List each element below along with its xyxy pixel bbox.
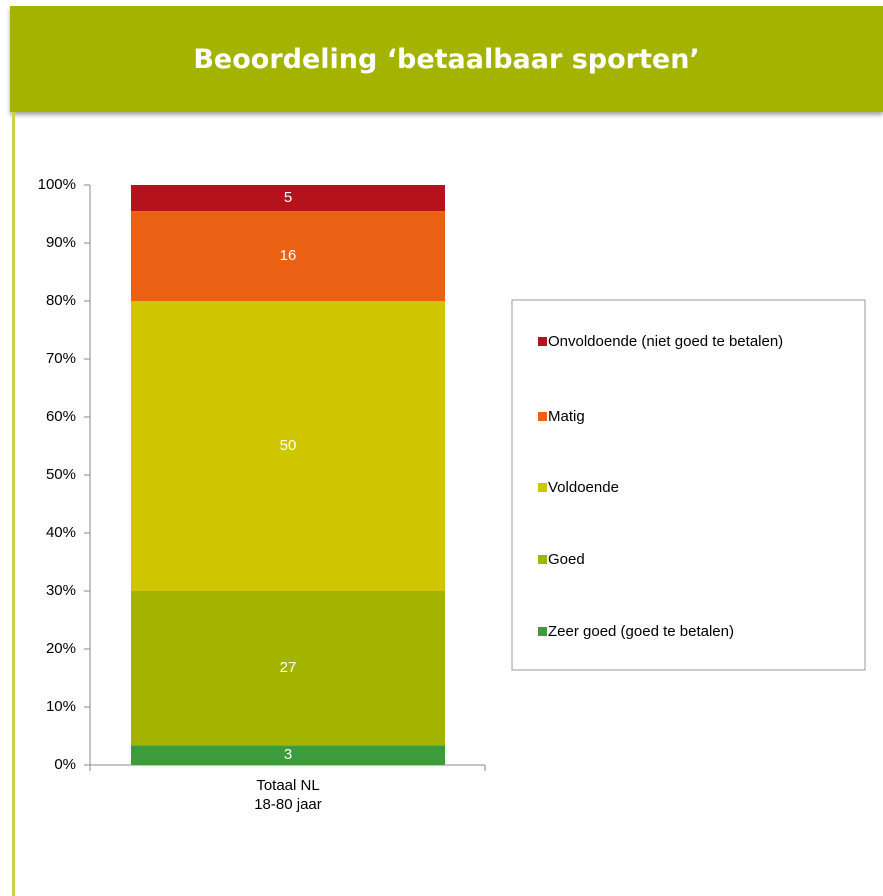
- chart-title: Beoordeling ‘betaalbaar sporten’: [10, 6, 883, 112]
- legend-swatch: [538, 555, 547, 564]
- y-tick-label: 40%: [46, 524, 76, 541]
- bar-segment: [131, 745, 445, 765]
- legend-swatch: [538, 483, 547, 492]
- y-tick-label: 30%: [46, 582, 76, 599]
- data-label: 27: [280, 659, 297, 676]
- page-edge: [12, 112, 15, 896]
- y-tick-label: 0%: [54, 756, 76, 773]
- legend-label: Voldoende: [548, 479, 619, 496]
- bar-segment: [131, 591, 445, 746]
- bar-segment: [131, 301, 445, 591]
- data-label: 16: [280, 247, 297, 264]
- y-tick-label: 80%: [46, 292, 76, 309]
- legend-swatch: [538, 337, 547, 346]
- legend-label: Goed: [548, 551, 585, 568]
- y-tick-label: 60%: [46, 408, 76, 425]
- y-tick-label: 20%: [46, 640, 76, 657]
- legend-box: [511, 299, 866, 671]
- y-tick-label: 50%: [46, 466, 76, 483]
- bar-segment: [131, 185, 445, 212]
- legend-swatch: [538, 627, 547, 636]
- legend-swatch: [538, 412, 547, 421]
- y-tick-label: 100%: [38, 176, 76, 193]
- y-tick-label: 90%: [46, 234, 76, 251]
- legend-label: Matig: [548, 408, 585, 425]
- bar-segment: [131, 211, 445, 301]
- data-label: 5: [284, 189, 292, 206]
- x-tick-label: Totaal NL 18-80 jaar: [254, 777, 322, 813]
- y-tick-label: 10%: [46, 698, 76, 715]
- data-label: 50: [280, 437, 297, 454]
- data-label: 3: [284, 746, 292, 763]
- legend-label: Zeer goed (goed te betalen): [548, 623, 734, 640]
- legend-label: Onvoldoende (niet goed te betalen): [548, 333, 783, 350]
- y-tick-label: 70%: [46, 350, 76, 367]
